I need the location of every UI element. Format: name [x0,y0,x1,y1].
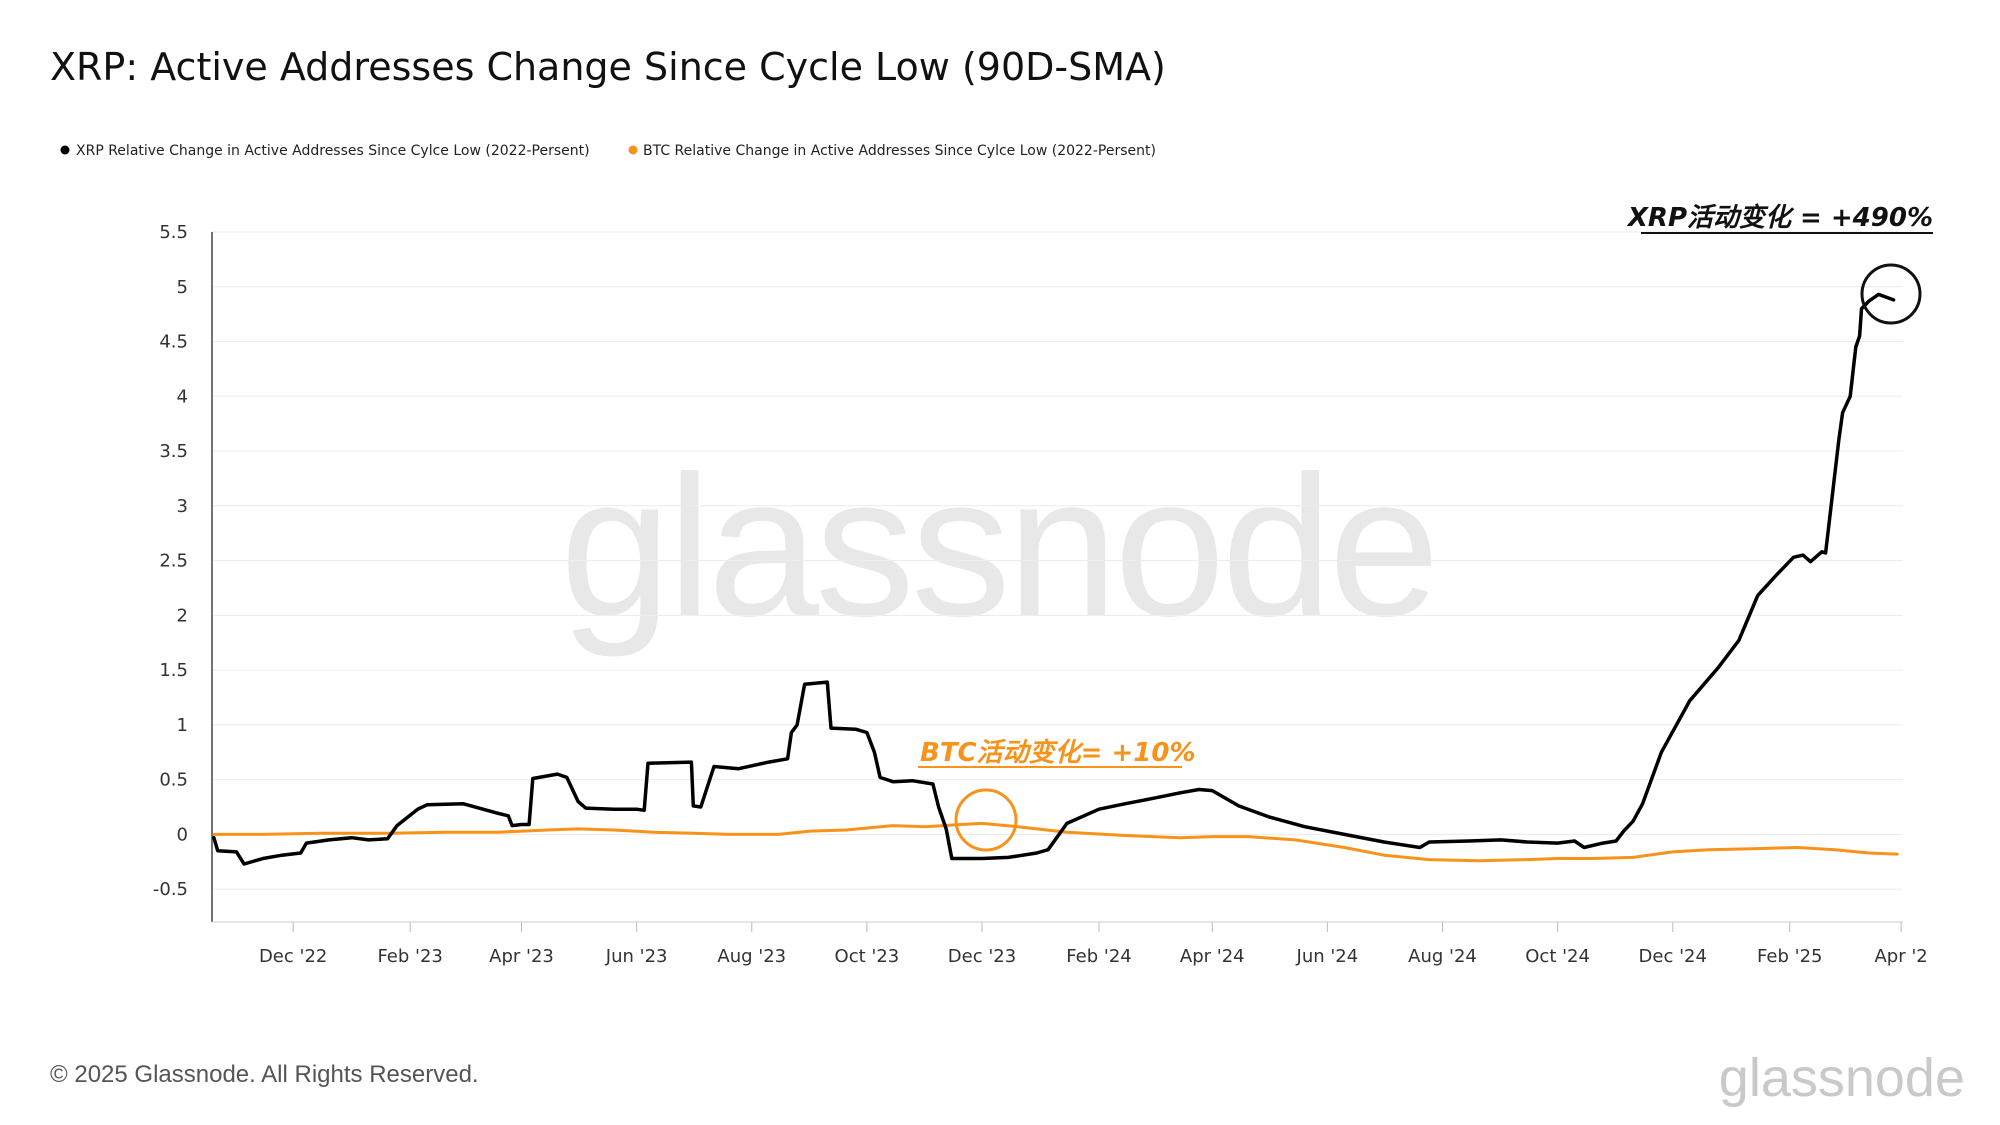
x-tick-label: Dec '24 [1639,946,1707,967]
x-tick-label: Jun '24 [1296,946,1359,967]
x-tick-label: Feb '23 [377,946,442,967]
x-tick-label: Apr '2 [1874,946,1927,967]
y-tick-label: 4 [177,386,188,407]
x-tick-label: Dec '22 [259,946,327,967]
y-tick-label: 3 [177,496,188,517]
x-tick-label: Dec '23 [948,946,1016,967]
annotation-xrp-label: XRP活动变化 = +490% [1626,203,1933,233]
y-tick-label: 2.5 [159,551,188,572]
y-tick-label: 5 [177,277,188,298]
series-line-xrp [212,292,1896,866]
series-lines [212,292,1899,866]
x-tick-label: Aug '23 [717,946,786,967]
chart-title: XRP: Active Addresses Change Since Cycle… [50,45,1166,89]
x-tick-label: Aug '24 [1408,946,1477,967]
y-tick-label: 3.5 [159,441,188,462]
y-tick-label: 1.5 [159,660,188,681]
annotation-xrp: XRP活动变化 = +490% [1626,203,1933,325]
x-tick-label: Oct '23 [835,946,900,967]
footer-logo: glassnode [1719,1048,1965,1108]
copyright-text: © 2025 Glassnode. All Rights Reserved. [50,1061,479,1088]
y-tick-label: 4.5 [159,332,188,353]
legend-item-btc[interactable]: BTC Relative Change in Active Addresses … [628,143,1156,159]
x-tick-label: Oct '24 [1525,946,1590,967]
x-tick-label: Apr '24 [1180,946,1245,967]
legend: XRP Relative Change in Active Addresses … [60,143,1156,159]
annotation-xrp-circle [1860,263,1922,325]
annotation-btc-label: BTC活动变化= +10% [920,738,1196,768]
legend-label-btc: BTC Relative Change in Active Addresses … [643,143,1156,159]
x-tick-label: Jun '23 [605,946,668,967]
legend-label-xrp: XRP Relative Change in Active Addresses … [76,143,590,159]
legend-swatch-btc [628,145,638,155]
x-tick-label: Feb '24 [1066,946,1131,967]
annotation-btc-circle [954,788,1018,852]
y-tick-label: 0 [177,824,188,845]
y-tick-label: 2 [177,605,188,626]
y-axis: 5.5 5 4.5 4 3.5 3 2.5 2 1.5 1 0.5 0 -0.5 [153,222,188,900]
gridlines [212,231,1903,890]
x-tick-label: Feb '25 [1757,946,1822,967]
legend-item-xrp[interactable]: XRP Relative Change in Active Addresses … [60,143,590,159]
y-tick-label: 1 [177,715,188,736]
y-tick-label: 0.5 [159,770,188,791]
watermark: glassnode [560,435,1436,658]
x-tick-label: Apr '23 [489,946,554,967]
x-axis: Dec '22 Feb '23 Apr '23 Jun '23 Aug '23 Oct '… [259,922,1928,967]
legend-swatch-xrp [60,145,70,155]
series-line-btc [212,821,1899,863]
y-tick-label: -0.5 [153,879,188,900]
y-tick-label: 5.5 [159,222,188,243]
annotation-btc: BTC活动变化= +10% [918,738,1196,852]
